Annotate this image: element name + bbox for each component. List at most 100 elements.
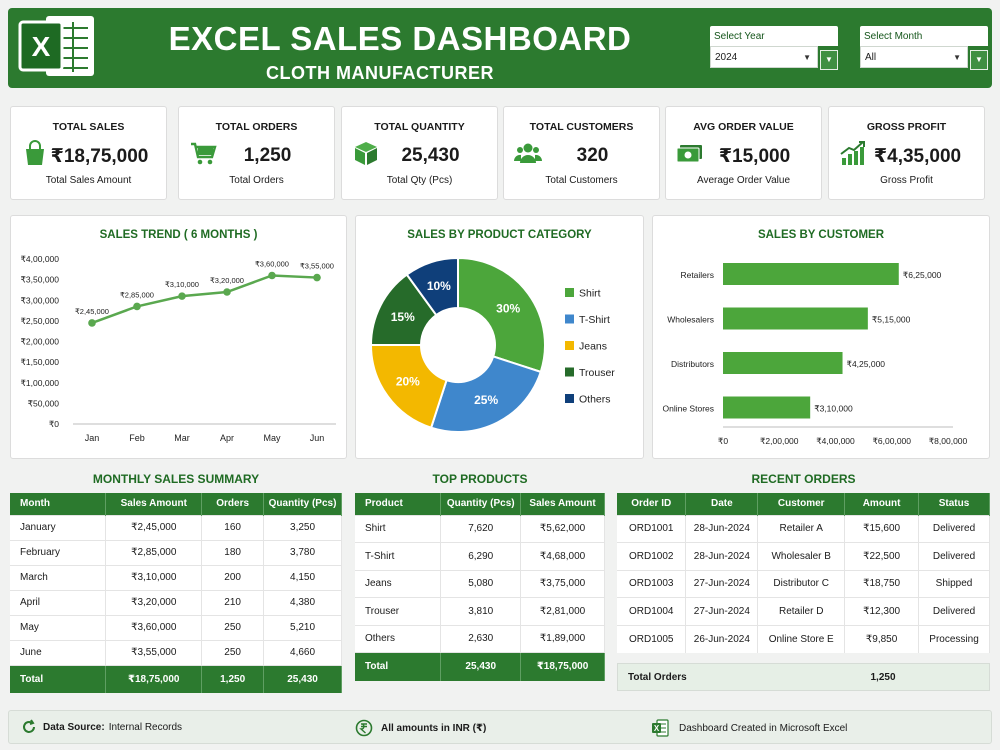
legend-label: Shirt	[579, 288, 601, 300]
table-row[interactable]: Trouser 3,810 ₹2,81,000	[355, 597, 605, 625]
data-label: ₹6,25,000	[903, 270, 942, 280]
table-row[interactable]: Jeans 5,080 ₹3,75,000	[355, 569, 605, 598]
table-cell: ₹5,62,000	[520, 514, 605, 543]
table-row[interactable]: March ₹3,10,000 200 4,150	[10, 564, 342, 590]
legend-swatch	[565, 394, 574, 403]
rupee-coin-icon	[355, 719, 373, 737]
refresh-icon	[23, 719, 35, 733]
table-cell: June	[10, 639, 107, 665]
table-cell: ₹18,75,000	[520, 652, 605, 681]
legend-label: Trouser	[579, 367, 615, 379]
table-cell: ₹3,10,000	[105, 564, 203, 590]
table-header-row: Product Quantity (Pcs) Sales Amount	[355, 493, 605, 515]
data-point	[313, 273, 321, 282]
table-row[interactable]: ORD1002 28-Jun-2024 Wholesaler B ₹22,500 Del…	[617, 542, 990, 570]
table-row[interactable]: February ₹2,85,000 180 3,780	[10, 539, 342, 565]
x-tick-label: ₹0	[718, 436, 728, 446]
filter-dropdown-icon: ▼	[975, 55, 983, 64]
data-point	[178, 292, 186, 300]
chevron-down-icon: ▼	[953, 53, 961, 62]
kpi-subtitle: Total Sales Amount	[45, 175, 132, 186]
table-cell: Shipped	[918, 569, 990, 598]
month-filter-label: Select Month	[860, 26, 988, 46]
column-header: Orders	[201, 493, 265, 515]
data-label: ₹3,55,000	[300, 262, 334, 271]
table-cell: 180	[201, 539, 265, 565]
chart-title: SALES BY PRODUCT CATEGORY	[407, 229, 592, 241]
users-icon	[514, 143, 542, 163]
table-row[interactable]: T-Shirt 6,290 ₹4,68,000	[355, 542, 605, 570]
data-label: ₹3,10,000	[814, 404, 853, 414]
y-category-label: Wholesalers	[667, 315, 714, 325]
y-tick-label: ₹0	[49, 419, 59, 429]
pie-slice	[405, 256, 459, 317]
table-cell: 27-Jun-2024	[685, 597, 759, 625]
kpi-value: ₹18,75,000	[50, 146, 149, 167]
y-tick-label: ₹2,50,000	[21, 316, 60, 326]
table-cell: Delivered	[918, 597, 990, 625]
kpi-title: TOTAL CUSTOMERS	[529, 121, 634, 133]
table-cell: 3,250	[263, 514, 342, 540]
y-tick-label: ₹50,000	[28, 398, 60, 408]
month-filter[interactable]: Select Month All ▼ ▼	[860, 26, 988, 74]
table-row[interactable]: Shirt 7,620 ₹5,62,000	[355, 514, 605, 543]
table-cell: 250	[201, 614, 265, 640]
table-row[interactable]: June ₹3,55,000 250 4,660	[10, 639, 342, 665]
table-cell: ₹18,75,000	[105, 664, 203, 693]
monthly-summary-table: Month Sales Amount Orders Quantity (Pcs) Ja…	[10, 493, 342, 693]
data-source-label: Data Source:	[43, 721, 105, 733]
recent-orders-total-row: Total Orders 1,250	[617, 663, 990, 691]
table-header-row: Order ID Date Customer Amount Status	[617, 493, 990, 515]
month-select-value: All	[865, 52, 877, 63]
year-select-value: 2024	[715, 52, 738, 63]
x-tick-label: Feb	[129, 433, 145, 443]
kpi-card-total-quantity: TOTAL QUANTITY 25,430 Total Qty (Pcs)	[341, 106, 498, 200]
table-cell: 4,150	[263, 564, 342, 590]
table-row[interactable]: ORD1004 27-Jun-2024 Retailer D ₹12,300 Deliv…	[617, 597, 990, 625]
kpi-title: TOTAL SALES	[52, 121, 125, 133]
shopping-cart-icon	[191, 142, 217, 165]
table-row[interactable]: April ₹3,20,000 210 4,380	[10, 589, 342, 615]
currency-note: All amounts in INR (₹)	[381, 722, 487, 734]
year-filter[interactable]: Select Year 2024 ▼ ▼	[710, 26, 838, 74]
month-filter-button[interactable]: ▼	[970, 50, 988, 70]
footer-created-note: X Dashboard Created in Microsoft Excel	[651, 719, 847, 737]
column-header: Amount	[844, 493, 920, 515]
table-cell: 3,810	[440, 597, 522, 625]
table-row[interactable]: ORD1001 28-Jun-2024 Retailer A ₹15,600 Deliv…	[617, 514, 990, 543]
table-row[interactable]: January ₹2,45,000 160 3,250	[10, 514, 342, 540]
table-cell: ₹1,89,000	[520, 624, 605, 653]
slice-label: 30%	[496, 302, 520, 316]
y-category-label: Online Stores	[663, 404, 715, 414]
kpi-subtitle: Average Order Value	[696, 175, 791, 186]
y-tick-label: ₹2,00,000	[21, 337, 60, 347]
box-icon	[355, 142, 377, 165]
table-cell: ORD1001	[617, 514, 687, 543]
month-select[interactable]: All ▼	[860, 46, 968, 68]
table-row[interactable]: ORD1005 26-Jun-2024 Online Store E ₹9,850 Pr…	[617, 624, 990, 653]
table-row[interactable]: May ₹3,60,000 250 5,210	[10, 614, 342, 640]
column-header: Customer	[757, 493, 846, 515]
column-header: Order ID	[617, 493, 687, 515]
legend-swatch	[565, 367, 574, 377]
table-row[interactable]: Others 2,630 ₹1,89,000	[355, 624, 605, 653]
table-cell: 28-Jun-2024	[685, 542, 759, 570]
dashboard-title: EXCEL SALES DASHBOARD	[168, 20, 632, 57]
table-cell: ORD1002	[617, 542, 687, 570]
kpi-value: ₹4,35,000	[873, 146, 962, 167]
sales-trend-panel: SALES TREND ( 6 MONTHS ) ₹0 ₹50,000 ₹1,00,…	[10, 215, 347, 459]
legend-label: Jeans	[579, 341, 607, 353]
table-row[interactable]: ORD1003 27-Jun-2024 Distributor C ₹18,750 Sh…	[617, 569, 990, 598]
table-cell: ₹3,55,000	[105, 639, 203, 665]
kpi-subtitle: Gross Profit	[880, 175, 933, 186]
bar	[723, 263, 899, 285]
table-cell: Distributor C	[757, 569, 846, 598]
year-filter-button[interactable]: ▼	[820, 50, 838, 70]
table-cell: T-Shirt	[355, 542, 442, 570]
category-donut-chart: 30% 25% 20% 15% 10% Shirt T-Shirt Jeans Trouser O…	[369, 256, 615, 433]
year-select[interactable]: 2024 ▼	[710, 46, 818, 68]
data-point	[268, 271, 276, 280]
table-cell: April	[10, 589, 107, 615]
table-cell: 5,210	[263, 614, 342, 640]
table-cell: ₹12,300	[844, 597, 920, 625]
